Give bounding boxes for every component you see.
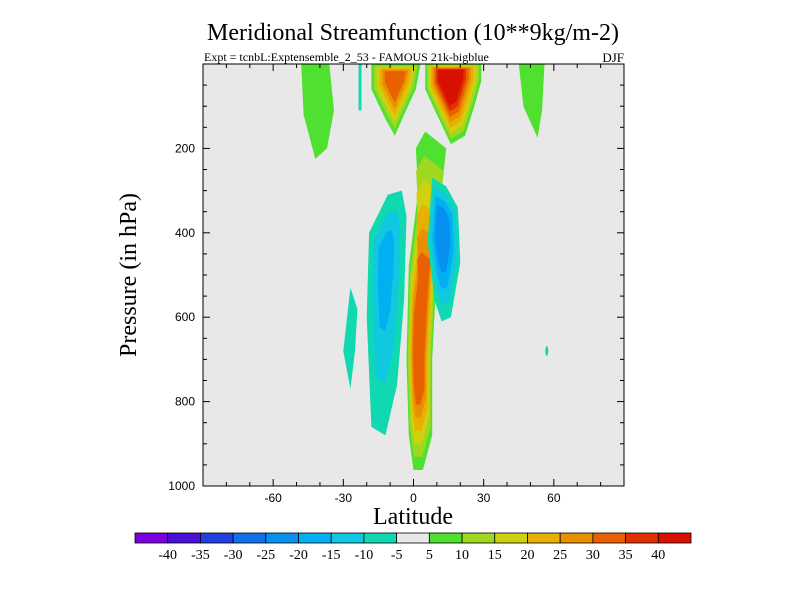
- colorbar-swatch: [265, 532, 299, 544]
- y-tick-label: 800: [175, 395, 195, 409]
- colorbar-label: 25: [553, 548, 567, 563]
- colorbar-label: 30: [586, 548, 600, 563]
- colorbar-swatch: [461, 532, 496, 544]
- colorbar-label: 5: [426, 548, 433, 563]
- thin-negative-sliver-upper: [358, 64, 362, 111]
- colorbar-label: 40: [651, 548, 665, 563]
- positive-cell-upper-left-level-30: [384, 71, 406, 103]
- colorbar-label: -30: [224, 548, 243, 563]
- colorbar-label: -35: [191, 548, 210, 563]
- colorbar-swatch: [330, 532, 365, 544]
- negative-cell-left-level--15: [377, 230, 395, 331]
- positive-patch-south-upper-level-5: [518, 64, 545, 138]
- colorbar-label: -25: [256, 548, 275, 563]
- y-tick-label: 400: [175, 226, 195, 240]
- colorbar-label: -5: [391, 548, 403, 563]
- colorbar-swatch: [134, 532, 169, 544]
- colorbar-swatch: [559, 532, 594, 544]
- small-negative-dot: [545, 346, 549, 356]
- chart-title: Meridional Streamfunction (10**9kg/m-2): [207, 20, 619, 46]
- colorbar-swatch: [396, 532, 430, 544]
- contour-layer: [245, 64, 549, 470]
- colorbar-label: -15: [322, 548, 341, 563]
- colorbar-label: 10: [455, 548, 469, 563]
- chart-subtitle-right: DJF: [602, 50, 624, 65]
- colorbar: -40 -35 -30 -25 -20 -15 -10 -5 5 10 15 20 25 30 35 40: [134, 532, 692, 563]
- y-tick-label: 1000: [168, 479, 195, 493]
- thin-negative-sliver: [245, 215, 248, 335]
- colorbar-swatch: [494, 532, 528, 544]
- colorbar-swatch: [298, 532, 332, 544]
- colorbar-swatch: [200, 532, 234, 544]
- colorbar-swatch: [167, 532, 201, 544]
- colorbar-label: -40: [158, 548, 177, 563]
- colorbar-label: 20: [520, 548, 534, 563]
- colorbar-swatch: [428, 532, 463, 544]
- y-tick-label: 600: [175, 310, 195, 324]
- colorbar-label: -20: [289, 548, 308, 563]
- negative-cell-right-level--20: [434, 204, 451, 274]
- colorbar-swatch: [592, 532, 626, 544]
- colorbar-label: 15: [488, 548, 502, 563]
- colorbar-swatch: [363, 532, 398, 544]
- colorbar-swatch: [527, 532, 561, 544]
- x-tick-label: 0: [410, 491, 417, 505]
- positive-patch-north-upper-level-5: [301, 64, 334, 159]
- positive-cell-upper-right-level-40: [438, 69, 464, 106]
- x-tick-label: -30: [335, 491, 353, 505]
- y-axis-label: Pressure (in hPa): [116, 193, 142, 357]
- colorbar-swatch: [232, 532, 267, 544]
- colorbar-swatch: [625, 532, 659, 544]
- chart-subtitle-left: Expt = tcnbL:Exptensemble_2_53 - FAMOUS …: [204, 50, 489, 64]
- x-axis-label: Latitude: [373, 504, 453, 530]
- colorbar-swatch: [657, 532, 692, 544]
- x-tick-label: 30: [477, 491, 491, 505]
- negative-cell-small-level--5: [343, 287, 358, 389]
- y-tick-label: 200: [175, 141, 195, 155]
- x-tick-label: -60: [264, 491, 282, 505]
- colorbar-label: -10: [355, 548, 374, 563]
- colorbar-label: 35: [619, 548, 633, 563]
- axis-ticks: -60 -30 0 30 60 200 400 600 800 1000: [168, 64, 624, 505]
- positive-cell-equatorial-level-30: [412, 252, 431, 405]
- plot-area: -60 -30 0 30 60 200 400 600 800 1000: [168, 63, 625, 505]
- x-tick-label: 60: [547, 491, 561, 505]
